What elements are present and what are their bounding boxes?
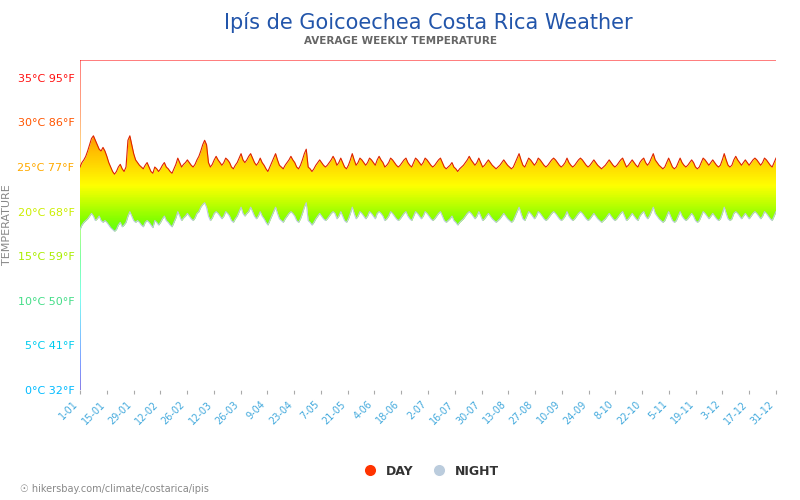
Legend: DAY, NIGHT: DAY, NIGHT [352,460,504,483]
Text: ☉ hikersbay.com/climate/costarica/ipis: ☉ hikersbay.com/climate/costarica/ipis [20,484,209,494]
Y-axis label: TEMPERATURE: TEMPERATURE [2,184,12,266]
Title: Ipís de Goicoechea Costa Rica Weather: Ipís de Goicoechea Costa Rica Weather [224,12,632,34]
Text: AVERAGE WEEKLY TEMPERATURE: AVERAGE WEEKLY TEMPERATURE [303,36,497,46]
